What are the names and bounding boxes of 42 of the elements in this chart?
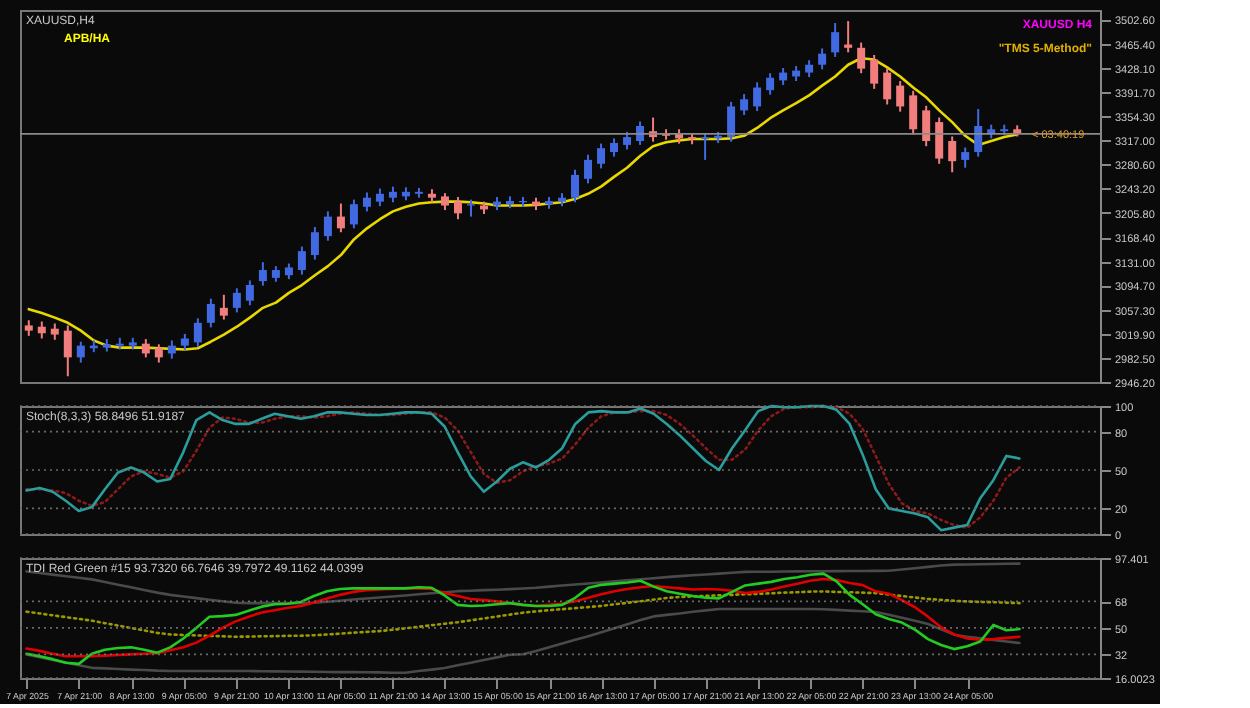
candlestick [909, 89, 918, 136]
line-series [25, 607, 1021, 674]
candlestick [206, 297, 215, 329]
candlestick [922, 104, 931, 148]
candlestick [76, 340, 85, 364]
candlestick [753, 81, 762, 113]
candlestick [883, 67, 892, 106]
candlestick [974, 108, 983, 158]
candlestick [857, 41, 866, 75]
candlestick [701, 132, 710, 161]
candlestick [870, 53, 879, 90]
candlestick [258, 261, 267, 287]
candlestick [245, 279, 254, 307]
candlestick [818, 47, 827, 71]
candlestick [141, 338, 150, 359]
candlestick [896, 80, 905, 113]
candlestick [63, 324, 72, 378]
candlestick [310, 226, 319, 261]
candlestick [362, 191, 371, 213]
candlestick [597, 142, 606, 170]
candlestick [193, 317, 202, 348]
candlestick [844, 20, 853, 54]
candlestick [232, 287, 241, 314]
candlestick [961, 146, 970, 169]
line-series [25, 590, 1021, 639]
candlestick [297, 245, 306, 276]
candlestick [740, 93, 749, 116]
candlestick [453, 196, 462, 221]
candlestick [219, 293, 228, 321]
candlestick [571, 168, 580, 204]
candlestick [766, 72, 775, 96]
candlestick [610, 137, 619, 158]
candlestick [154, 343, 163, 364]
candlestick [948, 135, 957, 174]
candlestick [349, 198, 358, 230]
candlestick [935, 116, 944, 165]
candlestick [727, 100, 736, 143]
candlestick [584, 153, 593, 185]
candlestick [831, 22, 840, 58]
candlestick [336, 202, 345, 234]
candlestick [323, 210, 332, 242]
line-series [25, 562, 1021, 605]
